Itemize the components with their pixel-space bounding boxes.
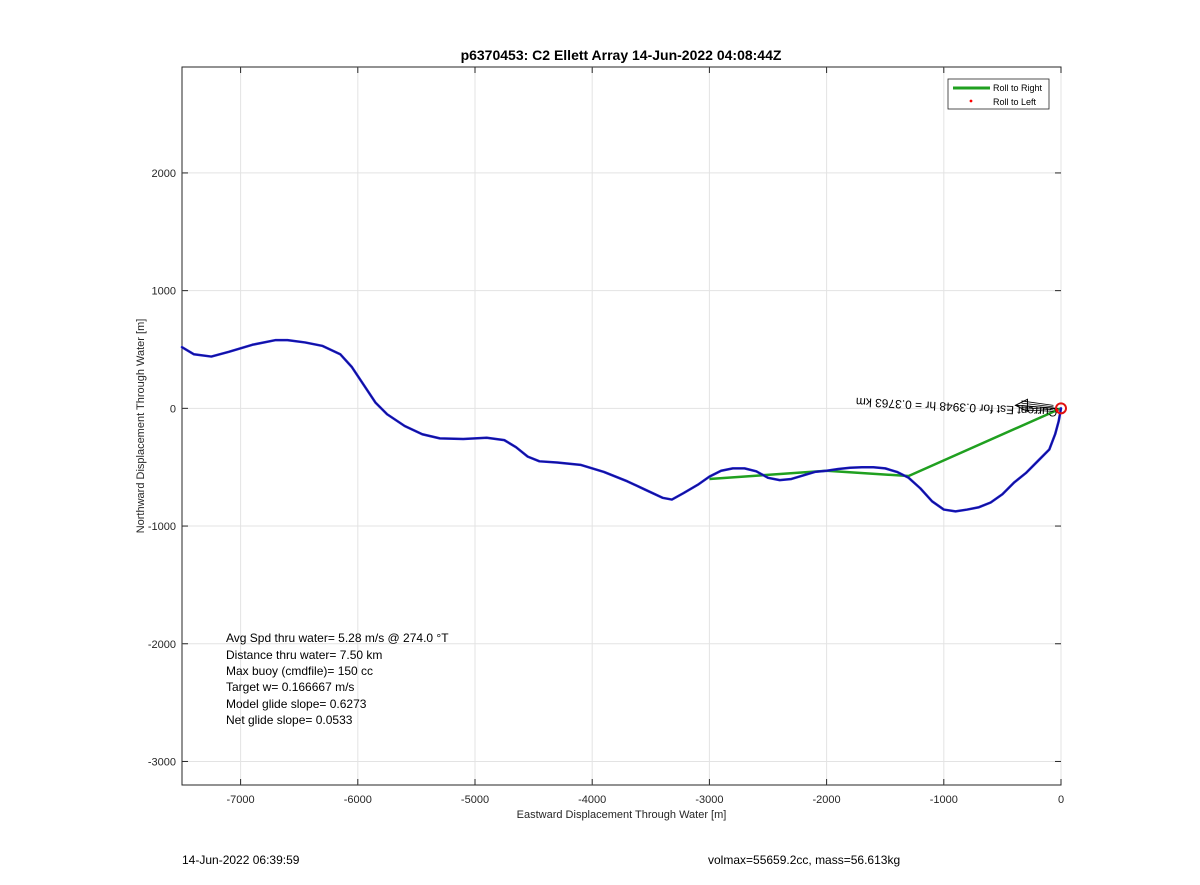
y-tick-labels: -3000 -2000 -1000 0 1000 2000 [148,168,176,769]
stat-max-buoy: Max buoy (cmdfile)= 150 cc [226,664,373,678]
plot-area: -7000 -6000 -5000 -4000 -3000 -2000 -1000 0 -30… [148,66,1067,806]
stat-net-glide: Net glide slope= 0.0533 [226,713,353,727]
x-tick-label: 0 [1058,794,1064,806]
stat-distance: Distance thru water= 7.50 km [226,648,382,662]
x-tick-label: -1000 [930,794,958,806]
legend: Roll to Right Roll to Left [947,78,1050,110]
roll-left-dot [1055,408,1059,412]
x-tick-label: -7000 [227,794,255,806]
legend-label-roll-right: Roll to Right [993,83,1043,93]
footer-timestamp: 14-Jun-2022 06:39:59 [182,853,300,867]
x-tick-label: -6000 [344,794,372,806]
stats-block: Avg Spd thru water= 5.28 m/s @ 274.0 °T … [226,631,449,727]
stat-model-glide: Model glide slope= 0.6273 [226,697,367,711]
current-arrow-hatch [1021,407,1054,411]
x-axis-label: Eastward Displacement Through Water [m] [517,809,727,821]
x-tick-labels: -7000 -6000 -5000 -4000 -3000 -2000 -1000 0 [227,794,1065,806]
grid-lines [182,67,1062,785]
current-arrow-hatch [1021,400,1054,406]
x-tick-label: -3000 [695,794,723,806]
chart-title: p6370453: C2 Ellett Array 14-Jun-2022 04… [461,47,782,63]
legend-label-roll-left: Roll to Left [993,97,1037,107]
y-tick-label: 1000 [152,286,176,298]
series-track-core [181,339,1062,512]
y-tick-label: -2000 [148,639,176,651]
y-axis-label: Northward Displacement Through Water [m] [135,319,147,534]
y-tick-label: 2000 [152,168,176,180]
end-marker [1055,402,1067,415]
current-arrow-head [1014,398,1028,413]
current-arrow-hatch [1021,409,1054,412]
y-tick-label: 0 [170,403,176,415]
stat-avg-speed: Avg Spd thru water= 5.28 m/s @ 274.0 °T [226,631,449,645]
current-arrow-hatch [1021,404,1054,409]
legend-box [947,78,1050,110]
y-tick-label: -3000 [148,756,176,768]
x-tick-label: -4000 [578,794,606,806]
axes-box [181,66,1062,786]
x-tick-label: -2000 [813,794,841,806]
y-tick-label: -1000 [148,521,176,533]
series-roll-to-right [709,407,1062,481]
legend-dot-roll-left [969,99,973,103]
x-tick-label: -5000 [461,794,489,806]
stat-target-w: Target w= 0.166667 m/s [226,680,354,694]
current-arrow-hatch [1021,402,1054,408]
footer-vol-mass: volmax=55659.2cc, mass=56.613kg [708,853,900,867]
series-layer [180,338,1063,513]
